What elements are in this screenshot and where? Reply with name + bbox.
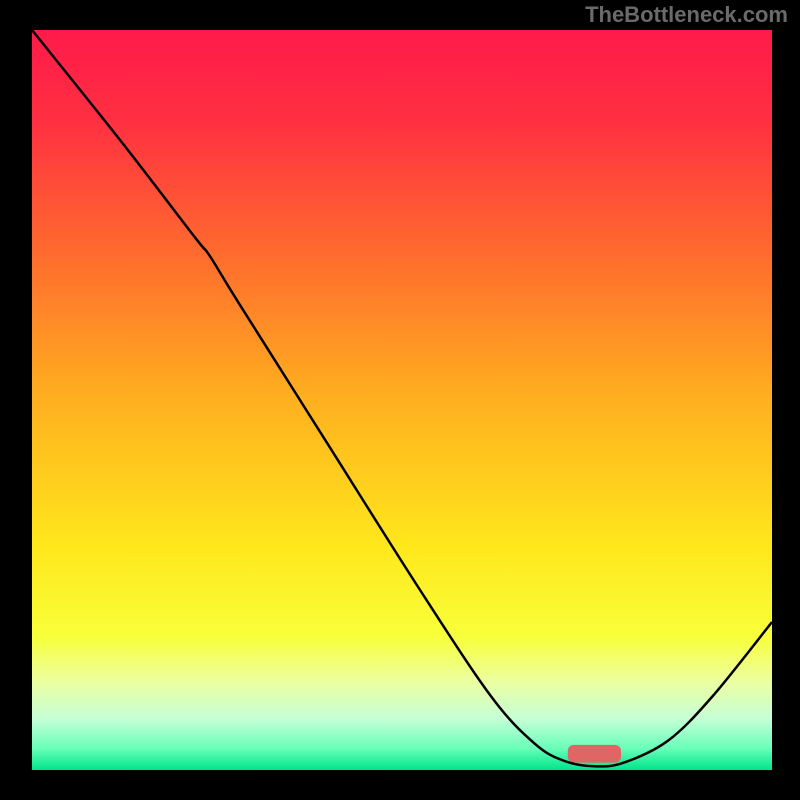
chart-background xyxy=(32,30,772,770)
bottleneck-chart xyxy=(32,30,772,770)
watermark-text: TheBottleneck.com xyxy=(585,2,788,28)
chart-svg xyxy=(32,30,772,770)
optimal-range-marker xyxy=(568,745,621,763)
